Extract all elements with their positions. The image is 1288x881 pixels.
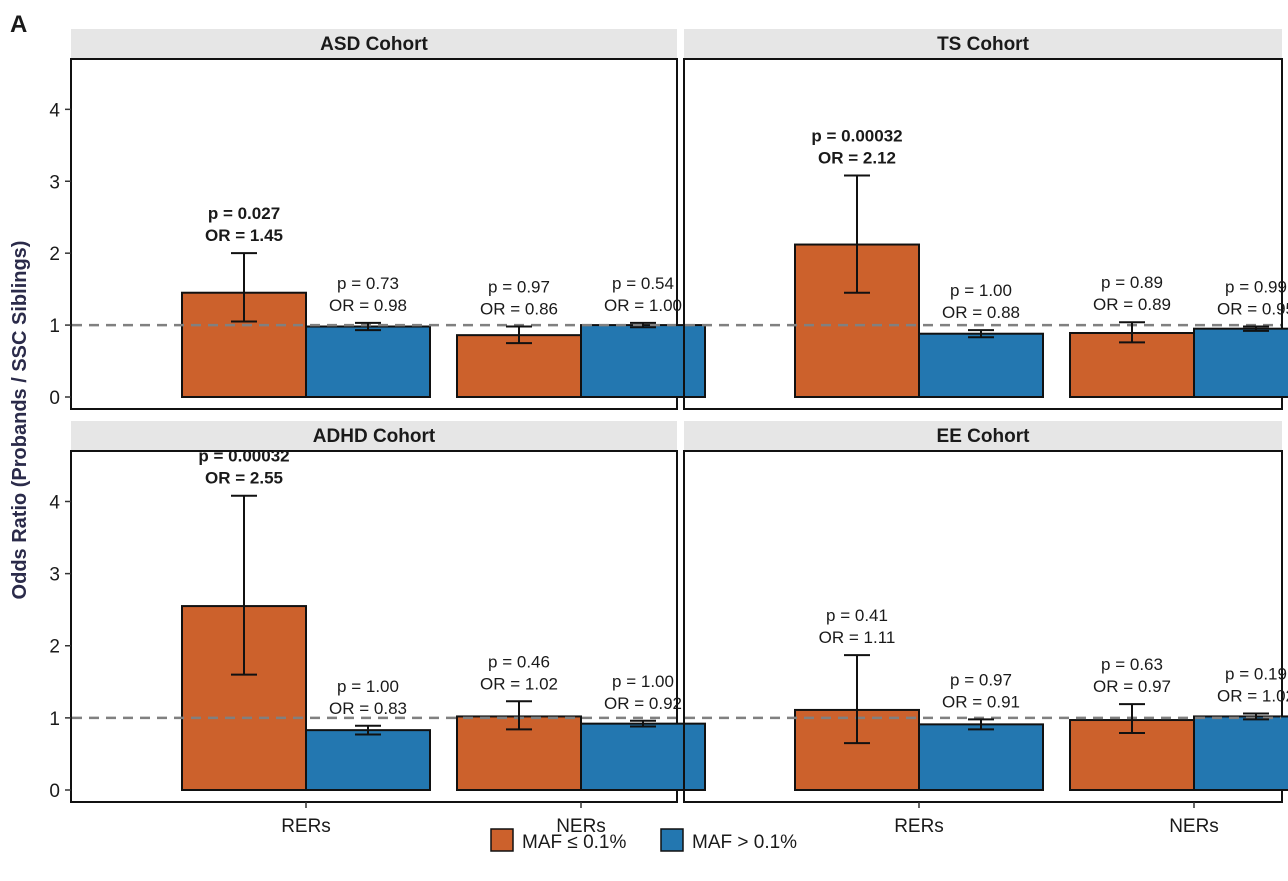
p-value-label: p = 0.027 (208, 204, 280, 223)
error-bar (355, 321, 381, 332)
odds-ratio-label: OR = 1.45 (205, 226, 283, 245)
bar (181, 291, 307, 399)
error-bar (844, 654, 870, 745)
x-tick-label: RERs (894, 816, 944, 837)
panel-letter: A (10, 11, 27, 38)
facet-panel: EE Cohort p = 0.41 OR = 1.11 p = 0.97 OR = 0… (683, 421, 1288, 837)
facet-strip (684, 421, 1282, 451)
y-tick-label: 4 (49, 492, 60, 513)
facet-strip (71, 421, 677, 451)
y-tick-label: 3 (49, 565, 60, 586)
p-value-label: p = 0.00032 (198, 447, 289, 466)
panel-frame (70, 58, 678, 410)
legend-swatch (660, 828, 684, 852)
facet-strip (684, 29, 1282, 58)
error-bar (355, 724, 381, 736)
bar (580, 722, 706, 792)
facet-title: EE Cohort (937, 426, 1031, 447)
y-tick-label: 0 (49, 781, 60, 802)
p-value-label: p = 0.89 (1101, 273, 1163, 292)
x-tick-label: NERs (1169, 816, 1219, 837)
odds-ratio-label: OR = 0.86 (480, 300, 558, 319)
odds-ratio-label: OR = 0.83 (329, 699, 407, 718)
panel-frame (683, 450, 1283, 803)
odds-ratio-label: OR = 1.02 (1217, 687, 1288, 706)
y-tick-label: 0 (49, 388, 60, 409)
error-bar (968, 718, 994, 731)
x-tick-label: RERs (281, 816, 331, 837)
p-value-label: p = 0.00032 (811, 127, 902, 146)
y-axis-label: Odds Ratio (Probands / SSC Siblings) (9, 241, 31, 600)
facet-panel: ADHD Cohort 0 1 2 3 4 p = 0.00032 OR = 2.55 p = … (49, 421, 706, 837)
legend-swatch (490, 828, 514, 852)
odds-ratio-label: OR = 1.11 (819, 628, 896, 647)
bar (918, 332, 1044, 399)
facet-strip (71, 29, 677, 58)
error-bar (630, 321, 656, 329)
p-value-label: p = 1.00 (950, 281, 1012, 300)
error-bar (231, 494, 257, 676)
facet-title: ASD Cohort (320, 34, 428, 55)
legend: MAF ≤ 0.1% MAF > 0.1% (490, 828, 797, 853)
p-value-label: p = 1.00 (337, 677, 399, 696)
error-bar (1119, 321, 1145, 344)
facet-title: TS Cohort (937, 34, 1029, 55)
y-tick-label: 2 (49, 637, 60, 658)
odds-ratio-label: OR = 1.02 (480, 674, 558, 693)
p-value-label: p = 0.41 (826, 606, 888, 625)
y-tick-label: 1 (49, 709, 60, 730)
p-value-label: p = 0.19 (1225, 665, 1287, 684)
y-tick-label: 4 (49, 100, 60, 121)
error-bar (844, 174, 870, 294)
odds-ratio-label: OR = 1.00 (604, 296, 682, 315)
x-tick-label: NERs (556, 816, 606, 837)
error-bar (968, 329, 994, 339)
p-value-label: p = 0.63 (1101, 655, 1163, 674)
bar (918, 723, 1044, 791)
p-value-label: p = 0.97 (950, 670, 1012, 689)
legend-label: MAF > 0.1% (692, 832, 797, 853)
error-bar (1243, 712, 1269, 721)
error-bar (506, 700, 532, 731)
bar (1193, 715, 1288, 792)
p-value-label: p = 1.00 (612, 672, 674, 691)
bar (305, 729, 431, 791)
facet-panel: TS Cohort p = 0.00032 OR = 2.12 p = 1.00 OR … (683, 29, 1288, 410)
panel-frame (70, 450, 678, 803)
error-bar (231, 252, 257, 323)
bar (580, 324, 706, 399)
bar (456, 334, 582, 399)
error-bar (1119, 703, 1145, 735)
bar (305, 325, 431, 398)
legend-item: MAF > 0.1% (660, 828, 797, 853)
odds-ratio-label: OR = 0.98 (329, 296, 407, 315)
odds-ratio-label: OR = 0.89 (1093, 295, 1171, 314)
facet-panel: ASD Cohort 0 1 2 3 4 p = 0.027 OR = 1.45 p = 0.7… (49, 29, 706, 410)
facet-title: ADHD Cohort (313, 426, 436, 447)
legend-label: MAF ≤ 0.1% (522, 832, 627, 853)
facet-panels: ASD Cohort 0 1 2 3 4 p = 0.027 OR = 1.45 p = 0.7… (49, 29, 1288, 837)
p-value-label: p = 0.99 (1225, 278, 1287, 297)
odds-ratio-label: OR = 2.12 (818, 149, 896, 168)
error-bar (1243, 325, 1269, 332)
y-tick-label: 2 (49, 244, 60, 265)
odds-ratio-label: OR = 0.92 (604, 694, 682, 713)
odds-ratio-label: OR = 0.88 (942, 303, 1020, 322)
p-value-label: p = 0.73 (337, 274, 399, 293)
p-value-label: p = 0.46 (488, 652, 550, 671)
odds-ratio-label: OR = 2.55 (205, 469, 283, 488)
error-bar (630, 719, 656, 728)
odds-ratio-label: OR = 0.91 (942, 692, 1020, 711)
odds-ratio-label: OR = 0.95 (1217, 300, 1288, 319)
error-bar (506, 325, 532, 345)
y-tick-label: 3 (49, 172, 60, 193)
y-tick-label: 1 (49, 316, 60, 337)
p-value-label: p = 0.97 (488, 278, 550, 297)
odds-ratio-label: OR = 0.97 (1093, 677, 1171, 696)
p-value-label: p = 0.54 (612, 274, 674, 293)
legend-item: MAF ≤ 0.1% (490, 828, 627, 853)
panel-frame (683, 58, 1283, 410)
bar (1193, 327, 1288, 398)
